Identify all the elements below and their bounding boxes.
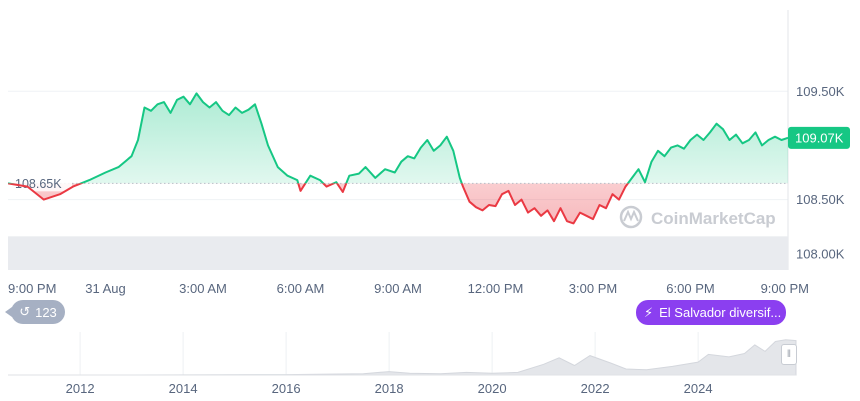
grip-icon: ‖ [786,349,792,360]
current-price-badge [788,126,850,149]
navigator-year-label: 2022 [581,381,610,396]
news-badge[interactable]: ⚡ El Salvador diversif... [636,300,786,325]
navigator-year-label: 2018 [375,381,404,396]
x-tick-label: 9:00 PM [761,281,809,296]
navigator-year-label: 2020 [478,381,507,396]
coinmarketcap-logo-icon [619,205,643,229]
x-tick-label: 12:00 PM [468,281,524,296]
history-icon: ↺ [19,304,31,319]
x-tick-label: 3:00 PM [569,281,617,296]
navigator-handle[interactable]: ‖ [781,344,797,365]
x-tick-label: 31 Aug [85,281,126,296]
y-axis: 109.50K 108.50K 108.00K 109.07K [788,84,850,261]
area-above-baseline [8,93,788,184]
navigator-year-label: 2014 [169,381,198,396]
events-badge[interactable]: ↺ 123 [5,300,65,324]
navigator-year-label: 2016 [272,381,301,396]
x-axis: 9:00 PM 31 Aug 3:00 AM 6:00 AM 9:00 AM 12:00 … [8,281,809,296]
area-below-baseline [8,183,628,224]
x-tick-label: 3:00 AM [179,281,227,296]
baseline-label: 108.65K [15,177,62,191]
current-price-label: 109.07K [795,130,844,145]
volume-band [8,236,788,270]
y-tick-label: 108.50K [796,192,845,207]
x-tick-label: 6:00 PM [666,281,714,296]
price-line-up [8,92,788,184]
y-tick-label: 109.50K [796,84,845,99]
price-area [8,93,788,224]
x-tick-label: 6:00 AM [277,281,325,296]
navigator-year-label: 2012 [66,381,95,396]
x-tick-label: 9:00 PM [8,281,56,296]
y-tick-label: 108.00K [796,246,845,261]
news-text: El Salvador diversif... [659,305,782,320]
watermark: CoinMarketCap [619,205,776,229]
watermark-text: CoinMarketCap [651,209,776,228]
grid-lines [8,10,789,270]
events-count: 123 [35,304,57,320]
navigator-area [8,339,797,376]
lightning-icon: ⚡ [644,304,654,320]
volume-bars [8,236,788,270]
price-line [8,92,788,225]
range-navigator[interactable]: 2012 2014 2016 2018 2020 2022 2024 [8,332,797,396]
navigator-year-label: 2024 [684,381,713,396]
x-tick-label: 9:00 AM [374,281,422,296]
